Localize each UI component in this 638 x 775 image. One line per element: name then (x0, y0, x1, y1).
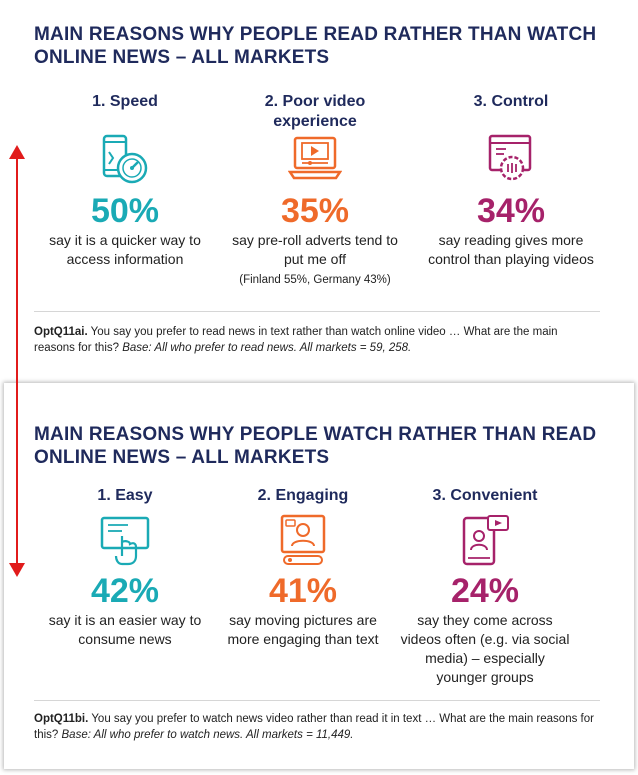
reason-convenient: 3. Convenient 24% say they come across v… (400, 486, 570, 687)
reason-control: 3. Control 34% say reading gives more co… (426, 92, 596, 269)
reason-percent: 24% (450, 572, 520, 610)
panel-title: MAIN REASONS WHY PEOPLE WATCH RATHER THA… (34, 424, 597, 468)
reason-description: say reading gives more control than play… (428, 232, 594, 267)
social-video-phone-icon (462, 515, 509, 566)
footnote-base: Base: All who prefer to watch news. All … (61, 729, 354, 741)
reason-heading: 2. Poor video experience (264, 93, 366, 130)
reason-heading: 1. Easy (97, 487, 153, 504)
reason-percent: 34% (476, 192, 546, 230)
browser-settings-icon (488, 134, 532, 181)
footnote: OptQ11ai. You say you prefer to read new… (34, 324, 594, 356)
touch-screen-icon (100, 516, 150, 566)
reason-percent: 50% (90, 192, 160, 230)
footnote-code: OptQ11ai. (34, 326, 88, 338)
reason-engaging: 2. Engaging 41% say moving pictures are … (218, 486, 388, 649)
reason-poor-video: 2. Poor video experience 35% say pre-rol… (230, 92, 400, 286)
double-headed-arrow-icon (9, 145, 25, 577)
footnote: OptQ11bi. You say you prefer to watch ne… (34, 711, 600, 743)
reason-description: say they come across videos often (e.g. … (400, 612, 570, 685)
laptop-video-ad-icon (288, 136, 342, 180)
reason-description: say it is a quicker way to access inform… (49, 232, 201, 267)
footnote-code: OptQ11bi. (34, 713, 89, 725)
reason-note: (Finland 55%, Germany 43%) (239, 274, 391, 286)
footnote-text: You say you prefer to watch news video r… (34, 713, 594, 741)
reason-percent: 41% (268, 572, 338, 610)
reason-description: say moving pictures are more engaging th… (227, 612, 379, 647)
reason-easy: 1. Easy 42% say it is an easier way to c… (40, 486, 210, 649)
panel-title: MAIN REASONS WHY PEOPLE READ RATHER THAN… (34, 24, 597, 68)
reason-percent: 42% (90, 572, 160, 610)
reason-heading: 3. Control (473, 93, 549, 110)
phone-speedometer-icon (102, 134, 148, 184)
footnote-base: Base: All who prefer to read news. All m… (122, 342, 412, 354)
footnote-text: You say you prefer to read news in text … (34, 326, 558, 354)
reason-description: say it is an easier way to consume news (48, 612, 202, 647)
reason-speed: 1. Speed 50% say it is a quicker way to … (40, 92, 210, 269)
reason-percent: 35% (280, 192, 350, 230)
divider (34, 311, 600, 312)
read-reasons-panel: MAIN REASONS WHY PEOPLE READ RATHER THAN… (0, 0, 638, 375)
reason-heading: 2. Engaging (257, 487, 349, 504)
presenter-video-icon (280, 514, 326, 565)
divider (34, 700, 600, 701)
reason-heading: 1. Speed (92, 93, 158, 110)
watch-reasons-panel: MAIN REASONS WHY PEOPLE WATCH RATHER THA… (4, 383, 634, 769)
reason-heading: 3. Convenient (432, 487, 538, 504)
reason-description: say pre-roll adverts tend to put me off (232, 232, 398, 267)
